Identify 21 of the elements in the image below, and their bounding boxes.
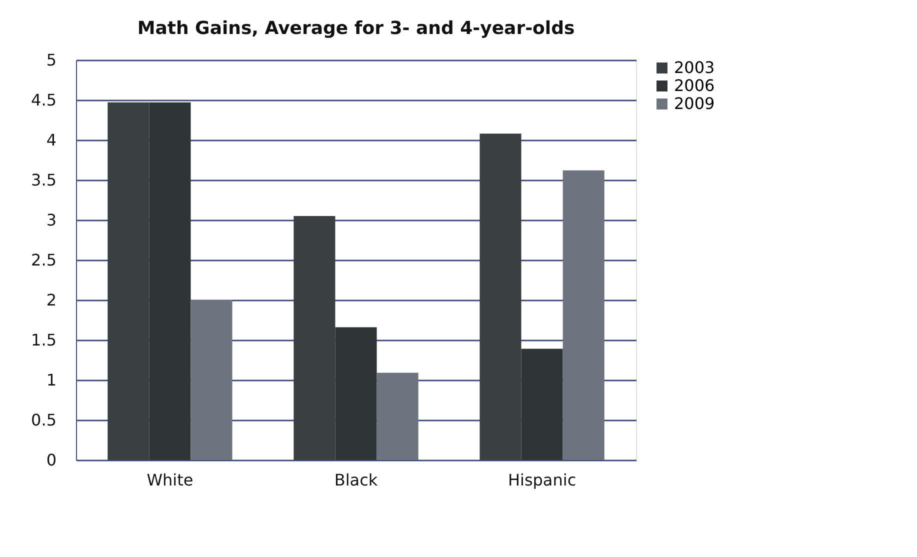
legend-label: 2009 [674, 94, 715, 113]
x-tick-label: Hispanic [508, 470, 576, 490]
y-tick-label: 4 [46, 130, 56, 150]
x-tick-label: White [146, 470, 194, 490]
y-tick-label: 2.5 [31, 250, 56, 270]
bar [190, 300, 232, 460]
legend-label: 2003 [674, 58, 715, 77]
legend-label: 2006 [674, 76, 715, 95]
y-tick-label: 1 [46, 370, 56, 390]
y-tick-label: 1.5 [31, 330, 56, 350]
y-tick-label: 5 [46, 50, 56, 70]
y-tick-label: 0 [46, 450, 56, 470]
y-tick-label: 3.5 [31, 170, 56, 190]
bar [376, 372, 418, 460]
y-tick-label: 2 [46, 290, 56, 310]
y-tick-label: 3 [46, 210, 56, 230]
chart-title: Math Gains, Average for 3- and 4-year-olds [137, 18, 575, 39]
bar [562, 170, 604, 460]
y-tick-label: 4.5 [31, 90, 56, 110]
x-tick-label: Black [334, 470, 378, 490]
y-tick-label: 0.5 [31, 410, 56, 430]
